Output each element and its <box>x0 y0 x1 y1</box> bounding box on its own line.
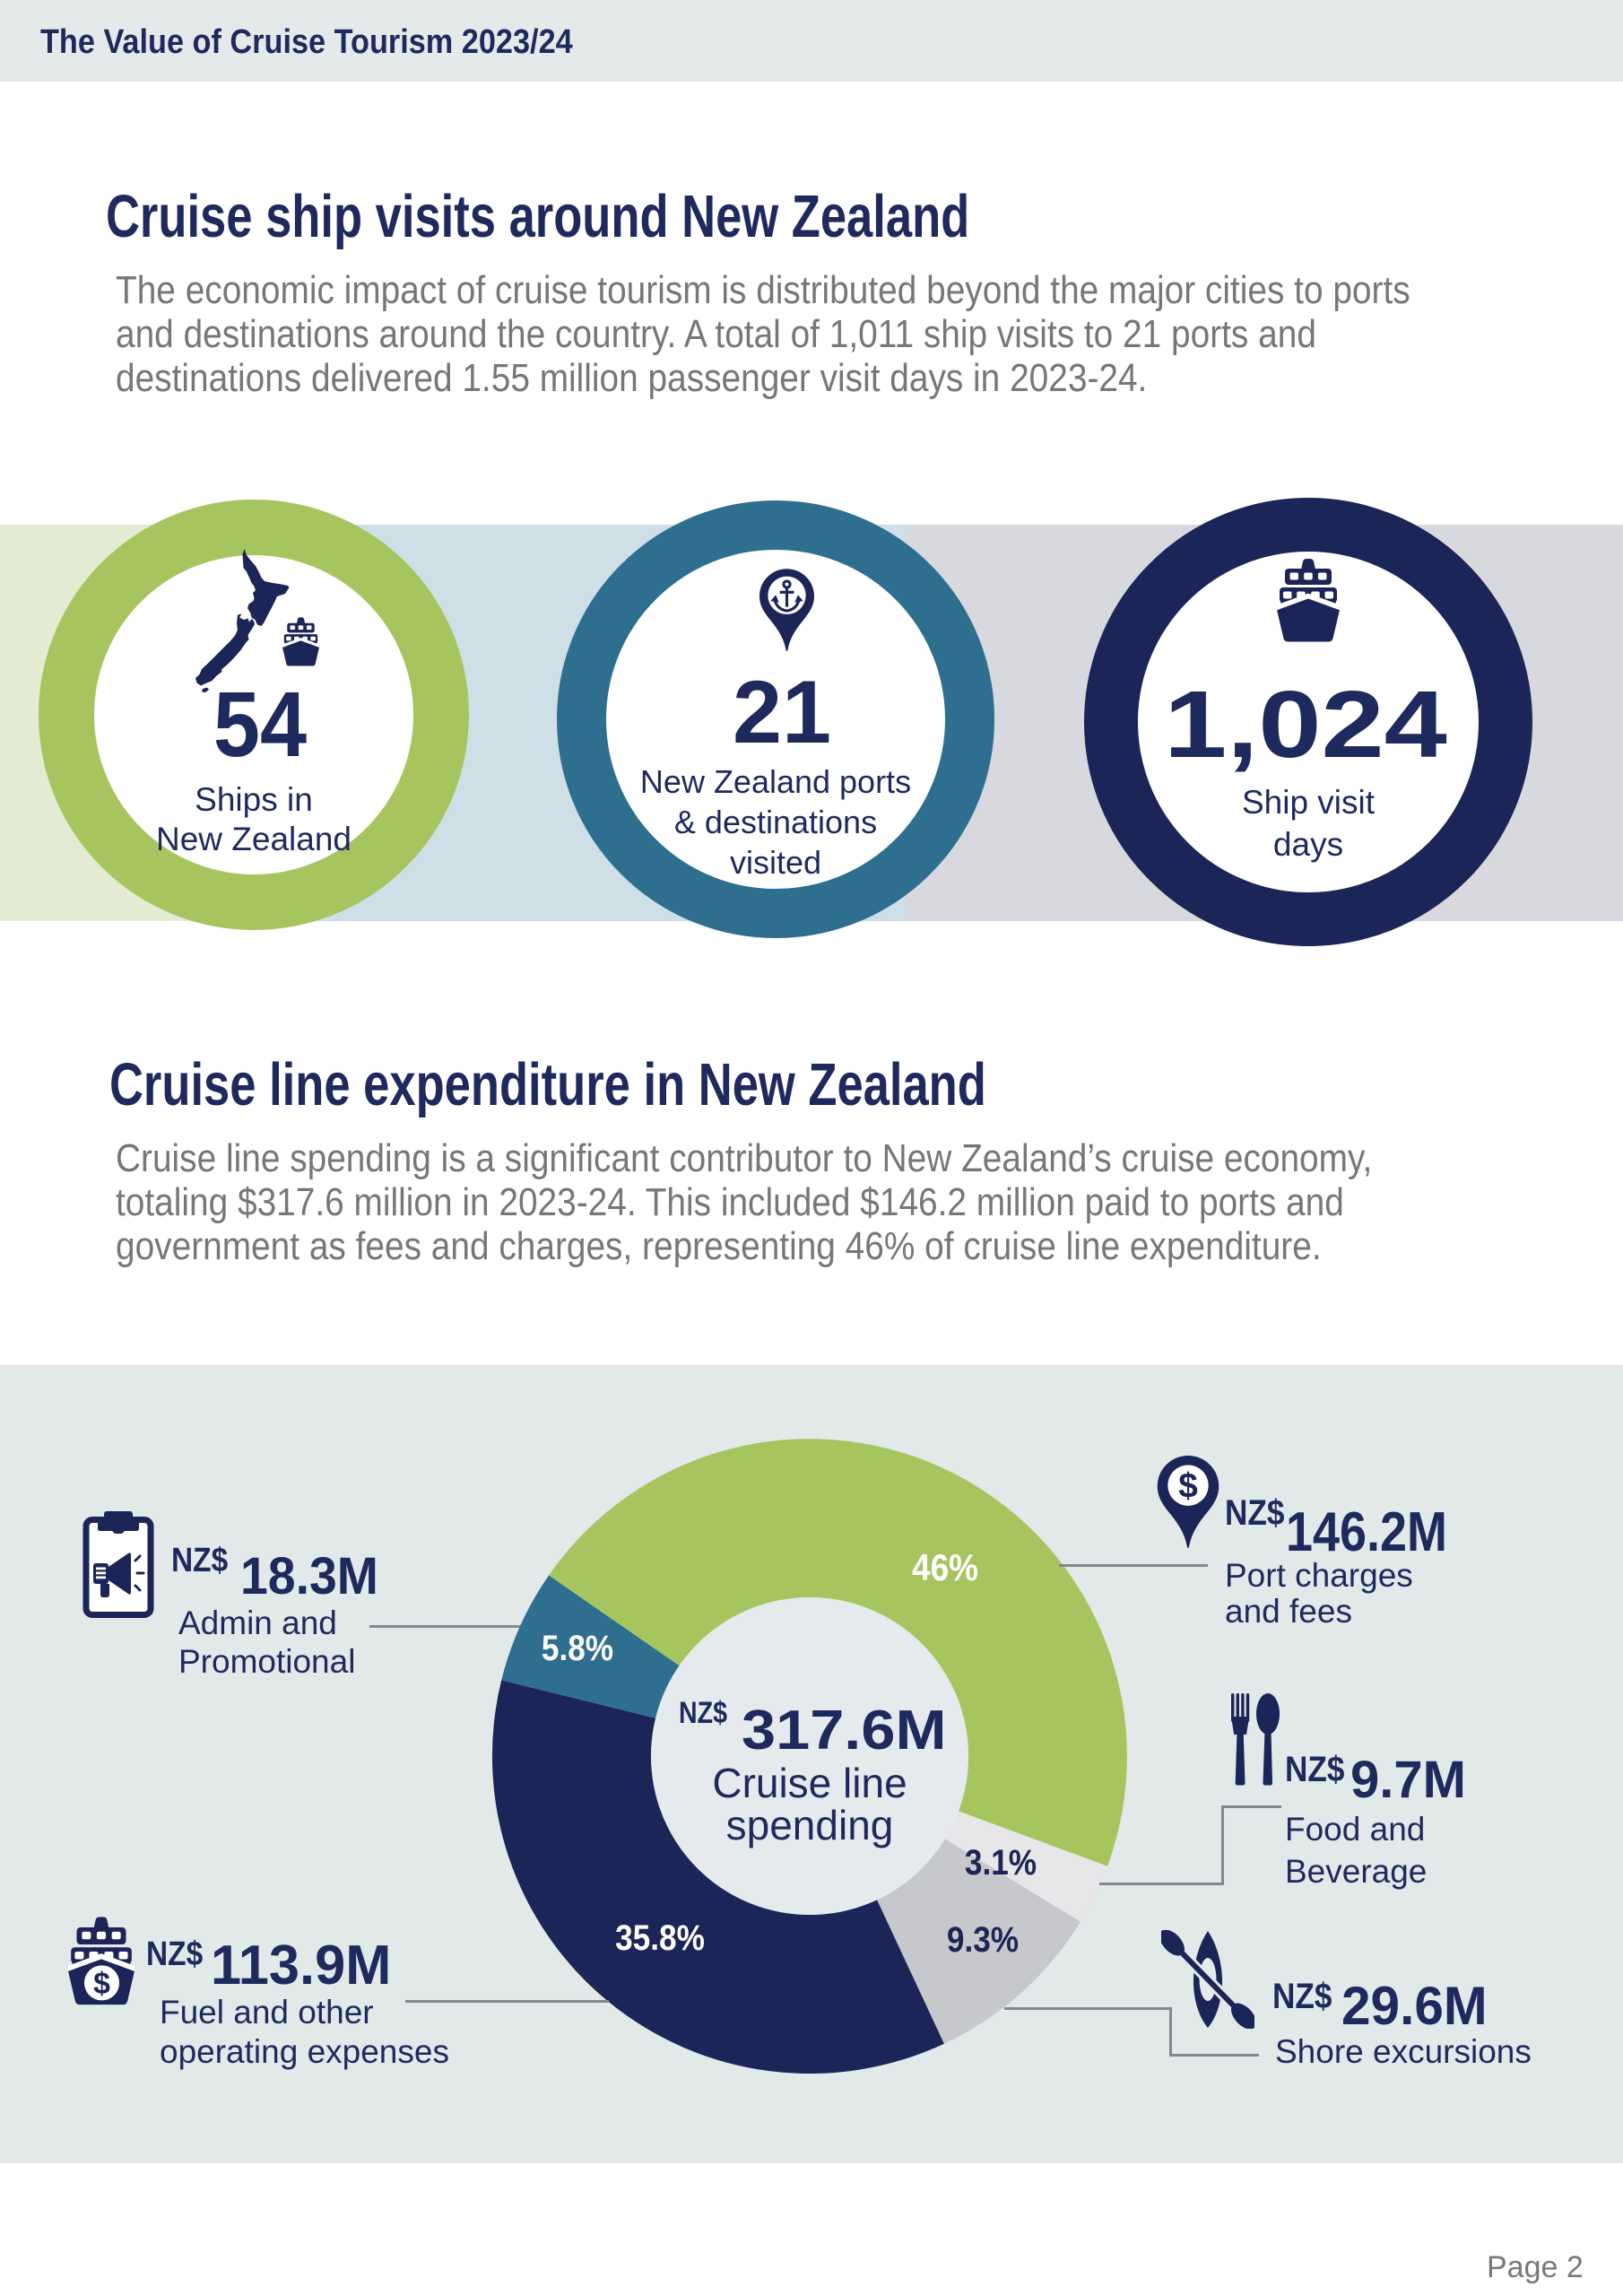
svg-text:$: $ <box>1178 1466 1198 1505</box>
svg-text:$: $ <box>93 1967 110 2001</box>
